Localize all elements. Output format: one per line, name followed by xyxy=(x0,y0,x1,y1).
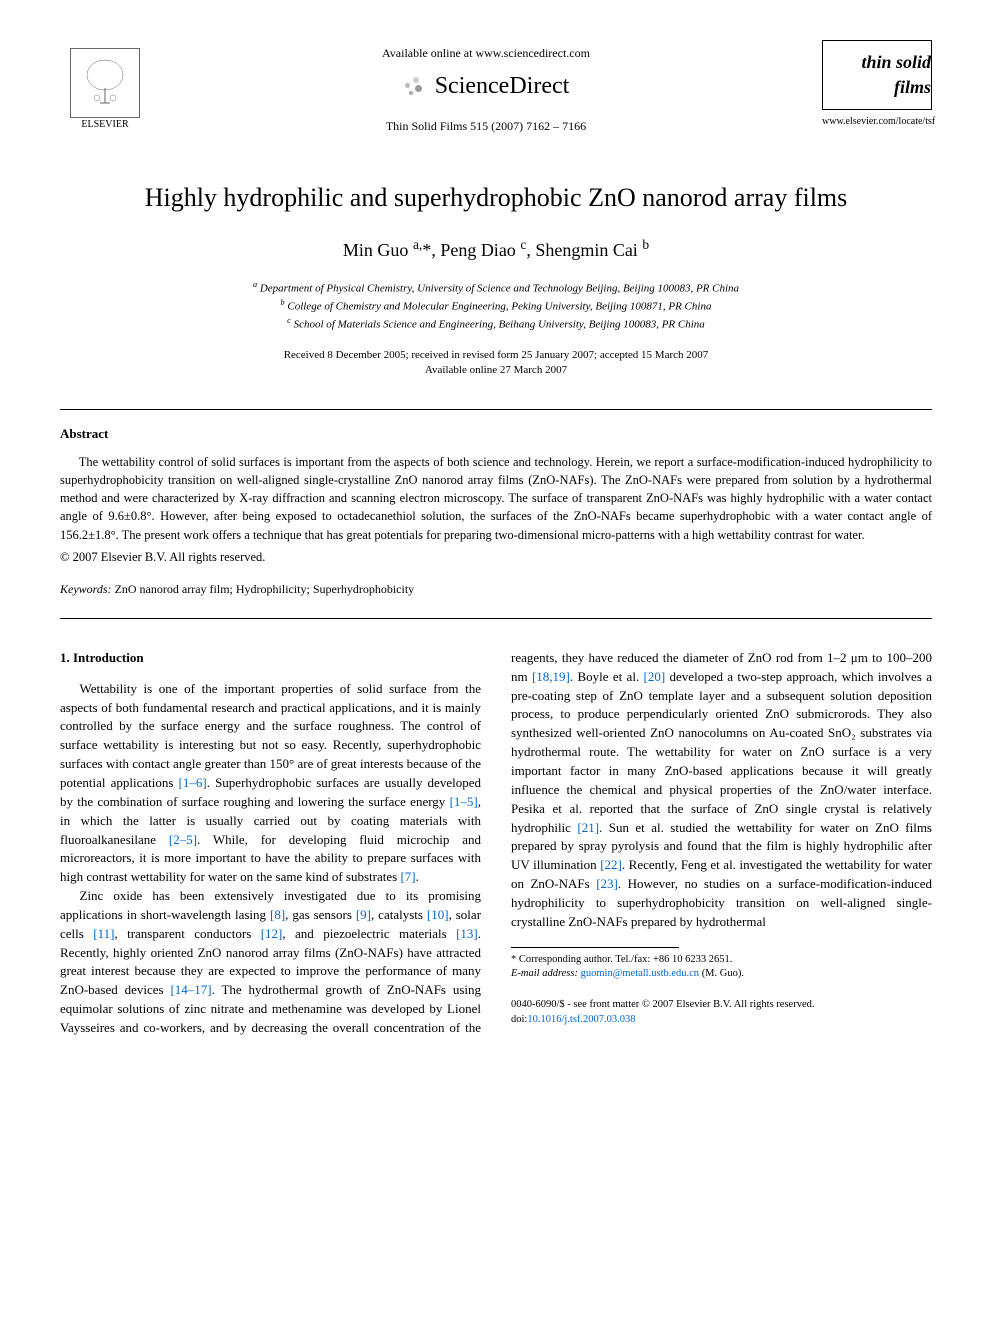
footer-doi-label: doi: xyxy=(511,1014,527,1025)
footnote-email-suffix: (M. Guo). xyxy=(702,968,744,979)
keywords: Keywords: ZnO nanorod array film; Hydrop… xyxy=(60,581,932,598)
ref-link-7[interactable]: [7] xyxy=(400,869,415,884)
elsevier-label: ELSEVIER xyxy=(81,118,128,132)
abstract-text: The wettability control of solid surface… xyxy=(60,453,932,544)
keywords-text: ZnO nanorod array film; Hydrophilicity; … xyxy=(115,582,415,596)
affiliations: a Department of Physical Chemistry, Univ… xyxy=(60,279,932,333)
ref-link-12[interactable]: [12] xyxy=(261,926,283,941)
journal-logo-text: thin solid films xyxy=(823,50,931,100)
article-title: Highly hydrophilic and superhydrophobic … xyxy=(60,180,932,216)
ref-link-8[interactable]: [8] xyxy=(270,907,285,922)
ref-link-21[interactable]: [21] xyxy=(577,820,599,835)
footnote-separator xyxy=(511,947,679,948)
date-received: Received 8 December 2005; received in re… xyxy=(60,348,932,363)
rule-below-abstract xyxy=(60,618,932,619)
ref-link-23[interactable]: [23] xyxy=(596,876,618,891)
affiliation-b: b College of Chemistry and Molecular Eng… xyxy=(60,297,932,315)
header-row: ELSEVIER Available online at www.science… xyxy=(60,40,932,140)
ref-link-2-5[interactable]: [2–5] xyxy=(169,832,197,847)
intro-para-1: Wettability is one of the important prop… xyxy=(60,680,481,887)
journal-url: www.elsevier.com/locate/tsf xyxy=(822,115,932,129)
affiliation-c: c School of Materials Science and Engine… xyxy=(60,315,932,333)
ref-link-9[interactable]: [9] xyxy=(356,907,371,922)
sciencedirect-logo: ScienceDirect xyxy=(150,70,822,104)
ref-link-10[interactable]: [10] xyxy=(427,907,449,922)
abstract-heading: Abstract xyxy=(60,425,932,443)
footer-issn: 0040-6090/$ - see front matter © 2007 El… xyxy=(511,997,932,1012)
footnote-block: * Corresponding author. Tel./fax: +86 10… xyxy=(511,953,932,982)
ref-link-18-19[interactable]: [18,19] xyxy=(532,669,570,684)
ref-link-22[interactable]: [22] xyxy=(600,857,622,872)
body-two-column: 1. Introduction Wettability is one of th… xyxy=(60,649,932,1038)
footer-doi[interactable]: 10.1016/j.tsf.2007.03.038 xyxy=(527,1014,635,1025)
ref-link-1-5[interactable]: [1–5] xyxy=(450,794,478,809)
affiliation-a: a Department of Physical Chemistry, Univ… xyxy=(60,279,932,297)
ref-link-1-6[interactable]: [1–6] xyxy=(179,775,207,790)
sciencedirect-text: ScienceDirect xyxy=(435,70,570,104)
footnote-email-label: E-mail address: xyxy=(511,968,578,979)
ref-link-14-17[interactable]: [14–17] xyxy=(170,982,211,997)
ref-link-13[interactable]: [13] xyxy=(456,926,478,941)
footer-block: 0040-6090/$ - see front matter © 2007 El… xyxy=(511,997,932,1027)
center-header: Available online at www.sciencedirect.co… xyxy=(150,40,822,135)
journal-logo-block: thin solid films www.elsevier.com/locate… xyxy=(822,40,932,129)
footnote-corresponding: * Corresponding author. Tel./fax: +86 10… xyxy=(511,953,932,968)
date-available: Available online 27 March 2007 xyxy=(60,363,932,378)
available-online-text: Available online at www.sciencedirect.co… xyxy=(150,45,822,62)
footnote-email-line: E-mail address: guomin@metall.ustb.edu.c… xyxy=(511,967,932,982)
authors: Min Guo a,*, Peng Diao c, Shengmin Cai b xyxy=(60,236,932,263)
journal-logo-box: thin solid films xyxy=(822,40,932,110)
ref-link-11[interactable]: [11] xyxy=(93,926,114,941)
footnote-email[interactable]: guomin@metall.ustb.edu.cn xyxy=(581,968,699,979)
footer-doi-line: doi:10.1016/j.tsf.2007.03.038 xyxy=(511,1012,932,1027)
elsevier-logo: ELSEVIER xyxy=(60,40,150,140)
keywords-label: Keywords: xyxy=(60,582,112,596)
sciencedirect-icon xyxy=(403,75,427,99)
rule-above-abstract xyxy=(60,409,932,410)
ref-link-20[interactable]: [20] xyxy=(644,669,666,684)
journal-reference: Thin Solid Films 515 (2007) 7162 – 7166 xyxy=(150,118,822,135)
section-1-heading: 1. Introduction xyxy=(60,649,481,668)
article-dates: Received 8 December 2005; received in re… xyxy=(60,348,932,379)
elsevier-tree-icon xyxy=(70,48,140,118)
abstract-copyright: © 2007 Elsevier B.V. All rights reserved… xyxy=(60,549,932,567)
